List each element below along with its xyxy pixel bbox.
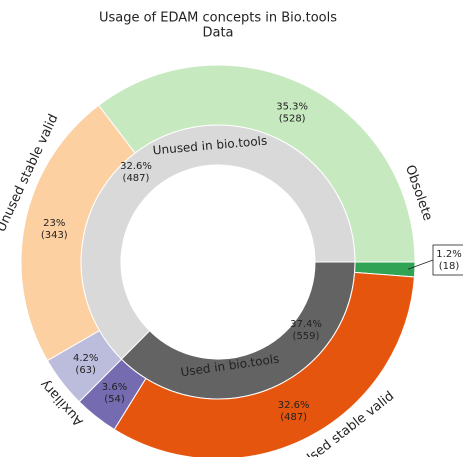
count-label: (54): [104, 394, 125, 405]
inner-count: (559): [293, 331, 320, 342]
chart-subtitle: Data: [202, 26, 233, 41]
outer-segment: [20, 104, 136, 362]
chart-title: Usage of EDAM concepts in Bio.tools: [99, 11, 337, 26]
count-label: (528): [279, 113, 306, 124]
percent-label: 35.3%: [276, 101, 308, 112]
percent-label: 32.6%: [278, 400, 310, 411]
percent-label: 1.2%: [436, 249, 461, 260]
count-label: (487): [280, 412, 307, 423]
percent-label: 4.2%: [73, 353, 98, 364]
leader-line: [407, 259, 434, 270]
percent-label: 23%: [43, 218, 65, 229]
inner-percent: 37.4%: [290, 319, 322, 330]
outer-segment: [113, 271, 415, 457]
inner-percent: 32.6%: [120, 161, 152, 172]
count-label: (18): [439, 261, 460, 272]
inner-count: (487): [123, 173, 150, 184]
outer-segment: [97, 64, 416, 263]
percent-label: 3.6%: [102, 382, 127, 393]
label-box: [432, 244, 463, 276]
count-label: (343): [41, 230, 68, 241]
count-label: (63): [75, 365, 96, 376]
